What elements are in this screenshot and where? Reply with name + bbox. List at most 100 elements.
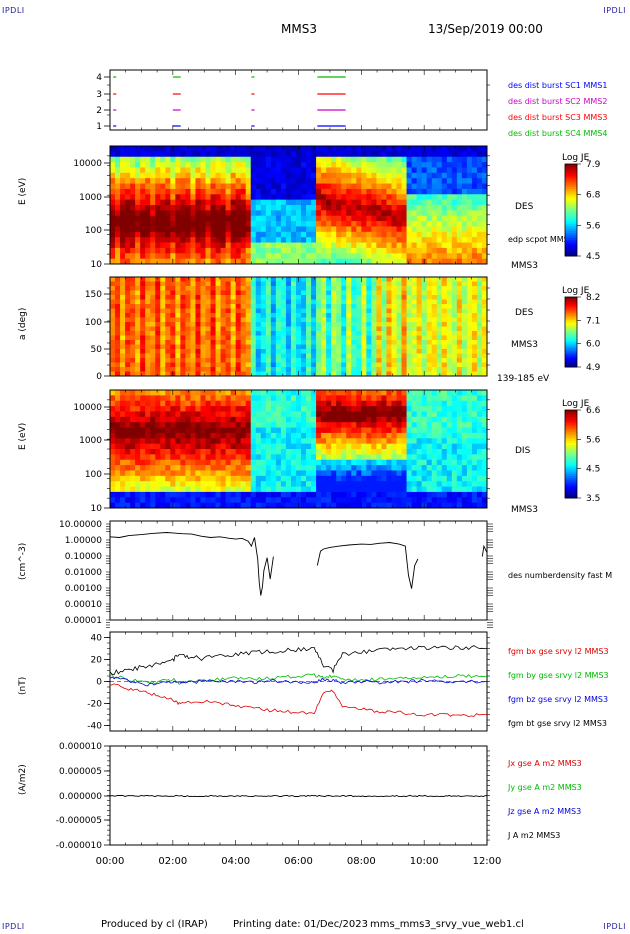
des-energy-cell	[140, 210, 146, 217]
des-pitch-cell	[195, 344, 201, 350]
des-energy-cell	[416, 178, 423, 185]
des-pitch-cell	[150, 299, 156, 305]
dis-energy-cell	[210, 459, 217, 466]
des-pitch-cell	[295, 313, 302, 318]
des-energy-cell	[441, 247, 448, 254]
des-pitch-cell	[356, 331, 362, 336]
dis-energy-cell	[326, 438, 332, 445]
dis-energy-cell	[311, 400, 317, 407]
dis-energy-cell	[401, 390, 408, 396]
des-pitch-cell	[180, 344, 186, 350]
des-energy-cell	[280, 162, 287, 168]
dis-energy-cell	[270, 443, 277, 450]
des-pitch-cell	[316, 362, 322, 368]
des-energy-cell	[285, 258, 292, 265]
des-energy-cell	[260, 231, 267, 238]
des-energy-cell	[145, 205, 151, 211]
des-pitch-cell	[155, 295, 161, 300]
dis-energy-cell	[285, 454, 292, 461]
dis-energy-cell	[125, 411, 131, 418]
dis-energy-cell	[120, 459, 126, 466]
des-energy-cell	[481, 151, 488, 158]
des-energy-cell	[466, 156, 473, 163]
des-pitch-cell	[235, 353, 242, 359]
des-energy-cell	[265, 199, 272, 206]
dis-energy-cell	[341, 486, 347, 493]
des-pitch-cell	[185, 335, 191, 341]
des-energy-cell	[431, 194, 438, 201]
des-pitch-cell	[396, 358, 403, 363]
des-energy-cell	[270, 258, 277, 265]
dis-energy-cell	[125, 443, 131, 450]
des-energy-cell	[391, 199, 398, 206]
des-energy-cell	[245, 205, 252, 211]
des-energy-cell	[200, 258, 207, 265]
dis-energy-cell	[406, 411, 413, 418]
des-pitch-cell	[190, 367, 196, 372]
des-pitch-cell	[451, 371, 458, 377]
des-pitch-cell	[295, 358, 302, 363]
des-energy-cell	[150, 188, 156, 195]
des-energy-cell	[331, 188, 337, 195]
des-pitch-cell	[311, 286, 317, 291]
dis-energy-cell	[290, 422, 297, 429]
des-energy-cell	[110, 162, 116, 168]
dis-energy-cell	[361, 438, 367, 445]
des-energy-cell	[295, 237, 302, 244]
dis-energy-cell	[230, 497, 237, 504]
des-energy-cell	[316, 194, 322, 201]
dis-energy-cell	[301, 481, 307, 488]
dis-energy-cell	[366, 454, 372, 461]
des-pitch-cell	[120, 281, 126, 287]
dis-energy-cell	[230, 449, 237, 455]
dis-energy-cell	[316, 438, 322, 445]
des-energy-cell	[466, 210, 473, 217]
des-pitch-cell	[426, 295, 433, 300]
des-pitch-cell	[306, 362, 312, 368]
des-pitch-cell	[185, 367, 191, 372]
dis-energy-cell	[351, 416, 357, 423]
des-energy-cell	[321, 194, 327, 201]
dis-energy-cell	[235, 443, 242, 450]
dis-energy-cell	[250, 395, 257, 402]
dis-energy-cell	[285, 443, 292, 450]
dis-energy-cell	[140, 395, 146, 402]
des-pitch-cell	[160, 353, 166, 359]
des-pitch-cell	[140, 367, 146, 372]
dis-energy-cell	[185, 459, 191, 466]
des-energy-cell	[436, 242, 443, 249]
des-pitch-cell	[481, 331, 488, 336]
des-energy-cell	[451, 215, 458, 222]
des-pitch-cell	[140, 358, 146, 363]
dis-energy-cell	[160, 449, 166, 455]
des-energy-cell	[135, 156, 141, 163]
des-energy-cell	[140, 199, 146, 206]
des-energy-cell	[391, 178, 398, 185]
des-energy-cell	[456, 242, 463, 249]
des-energy-cell	[260, 188, 267, 195]
dis-energy-cell	[260, 395, 267, 402]
dis-energy-cell	[255, 475, 262, 482]
des-pitch-cell	[190, 313, 196, 318]
des-energy-cell	[421, 188, 428, 195]
dis-energy-cell	[155, 465, 161, 471]
dis-energy-cell	[270, 470, 277, 477]
des-pitch-cell	[205, 308, 212, 314]
des-pitch-colorbar-swatch	[565, 328, 577, 331]
des-pitch-cell	[391, 322, 398, 327]
des-pitch-cell	[366, 322, 372, 327]
des-energy-cell	[446, 215, 453, 222]
des-pitch-cell	[135, 286, 141, 291]
des-pitch-cell	[396, 326, 403, 332]
des-pitch-cell	[230, 286, 237, 291]
des-pitch-cell	[471, 353, 478, 359]
des-pitch-cell	[125, 295, 131, 300]
des-pitch-cell	[235, 304, 242, 309]
dis-energy-cell	[280, 390, 287, 396]
dis-energy-cell	[285, 406, 292, 412]
des-pitch-cell	[150, 371, 156, 377]
des-energy-cell	[260, 162, 267, 168]
des-energy-cell	[260, 226, 267, 233]
des-energy-cell	[135, 237, 141, 244]
dis-energy-cell	[260, 459, 267, 466]
